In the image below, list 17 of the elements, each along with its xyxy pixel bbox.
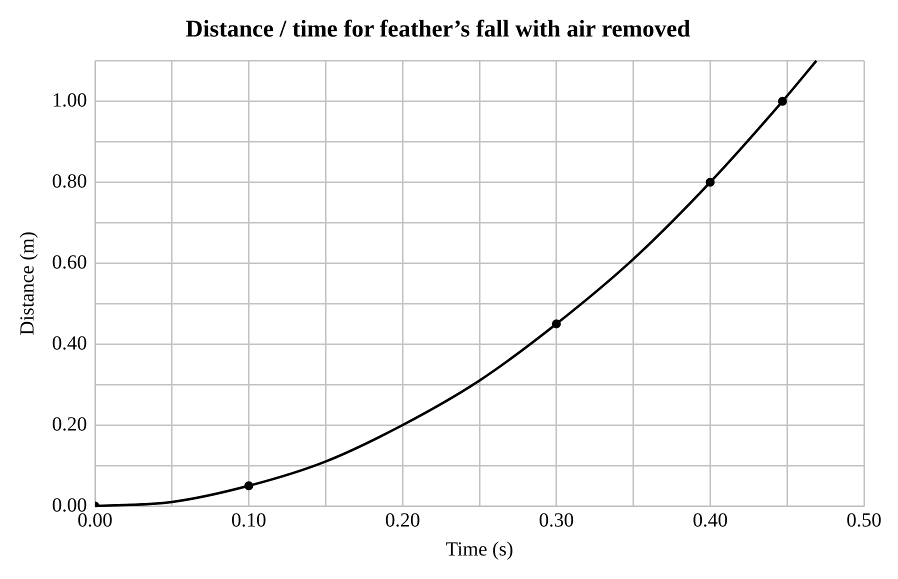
- x-tick-label: 0.30: [538, 509, 574, 532]
- point: [778, 96, 787, 106]
- y-tick-label: 0.80: [52, 170, 87, 192]
- y-tick-label: 0.40: [52, 332, 87, 354]
- point: [706, 178, 715, 187]
- x-tick-label: 0.20: [385, 509, 420, 532]
- x-axis-title: Time (s): [446, 538, 514, 560]
- point: [552, 319, 561, 328]
- chart-title: Distance / time for feather’s fall with air removed: [186, 16, 692, 43]
- x-tick-label: 0.10: [231, 509, 266, 532]
- point: [244, 481, 254, 490]
- y-axis-title: Distance (m): [16, 231, 38, 336]
- x-tick-label: 0.50: [846, 509, 882, 532]
- x-tick-label: 0.40: [692, 509, 728, 532]
- y-tick-label: 1.00: [52, 90, 87, 112]
- y-tick-label: 0.60: [52, 251, 87, 274]
- y-tick-label: 0.20: [52, 413, 87, 436]
